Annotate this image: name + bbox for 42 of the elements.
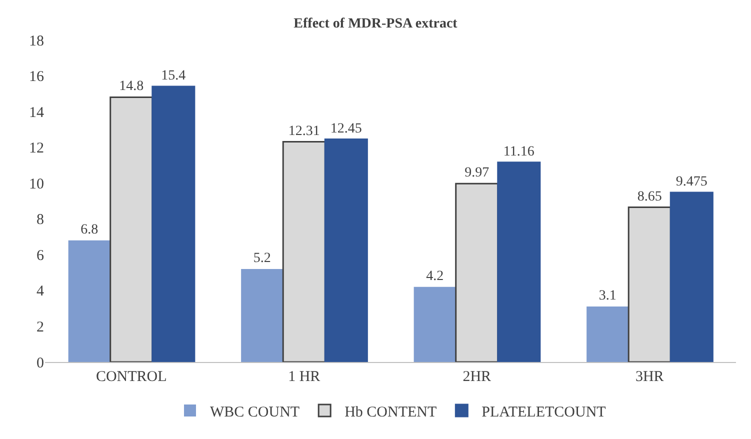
bar (241, 268, 284, 362)
x-tick-label: CONTROL (96, 369, 167, 385)
y-tick-label: 12 (29, 140, 44, 157)
bar (455, 182, 499, 362)
legend-label: PLATELETCOUNT (482, 404, 606, 420)
bar (282, 141, 326, 362)
bar (414, 286, 456, 362)
data-label: 14.8 (119, 79, 144, 94)
bar (586, 306, 629, 362)
x-tick-label: 2HR (462, 369, 492, 385)
data-label: 3.1 (598, 288, 616, 304)
data-label: 12.31 (288, 124, 320, 139)
legend-label: Hb CONTENT (344, 404, 437, 420)
y-tick-label: 0 (36, 355, 44, 372)
chart-title: Effect of MDR-PSA extract (294, 16, 458, 32)
x-tick-label: 3HR (635, 369, 664, 385)
x-tick-label: 1 HR (288, 369, 320, 385)
y-tick-label: 18 (29, 33, 44, 50)
bar (628, 206, 672, 362)
y-tick-label: 6 (36, 248, 44, 264)
y-tick-label: 2 (36, 319, 44, 336)
bar (68, 240, 110, 362)
data-label: 5.2 (253, 250, 271, 266)
y-tick-label: 10 (29, 176, 44, 192)
data-label: 15.4 (161, 68, 186, 84)
legend-label: WBC COUNT (210, 404, 300, 420)
bar (670, 192, 714, 362)
data-label: 9.475 (676, 174, 708, 190)
data-label: 9.97 (464, 166, 490, 181)
y-tick-label: 16 (29, 69, 44, 86)
y-tick-label: 8 (36, 212, 44, 228)
data-label: 12.45 (330, 121, 362, 136)
data-label: 8.65 (637, 189, 662, 204)
y-tick-label: 14 (29, 104, 44, 121)
data-label: 6.8 (80, 222, 98, 238)
y-tick-label: 4 (36, 284, 44, 300)
bar (497, 162, 541, 362)
bar (110, 96, 154, 362)
bar (324, 138, 368, 362)
bar (152, 86, 196, 362)
data-label: 4.2 (426, 268, 444, 284)
data-label: 11.16 (503, 144, 534, 160)
